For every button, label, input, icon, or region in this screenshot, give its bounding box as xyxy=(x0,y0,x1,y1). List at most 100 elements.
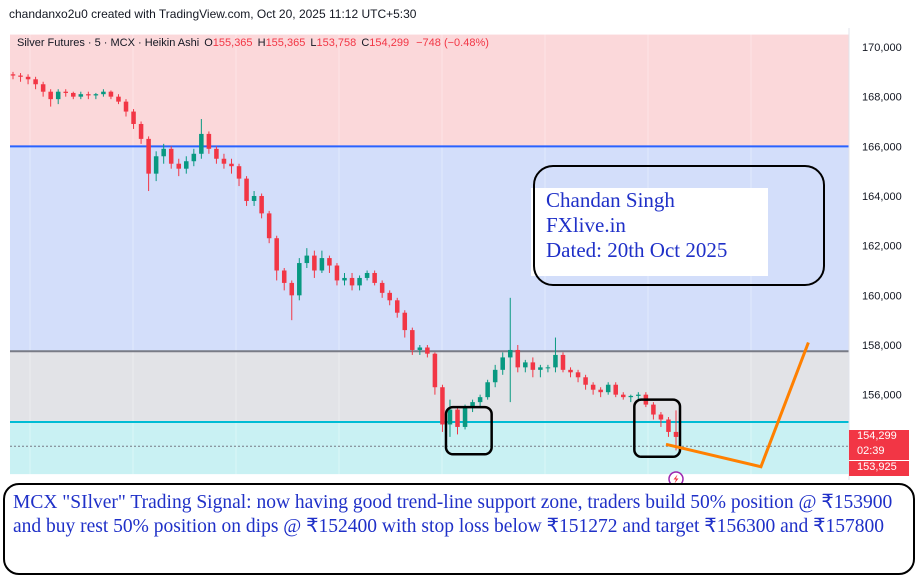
candle xyxy=(206,131,212,154)
candle-body xyxy=(357,277,362,286)
candle xyxy=(605,382,611,395)
candle xyxy=(387,290,392,306)
candle-body xyxy=(18,75,23,77)
candle-body xyxy=(116,96,121,102)
candle xyxy=(281,268,287,291)
y-tick-label: 162,000 xyxy=(862,241,902,253)
candle xyxy=(342,272,347,286)
author-note: Chandan Singh FXlive.in Dated: 20th Oct … xyxy=(531,188,768,276)
candle-body xyxy=(628,395,634,398)
candle-body xyxy=(191,153,197,162)
candle xyxy=(500,352,505,375)
y-tick-label: 158,000 xyxy=(862,340,902,352)
open-value: 155,365 xyxy=(212,37,253,49)
candle-body xyxy=(673,431,679,437)
candle xyxy=(191,148,197,167)
candle xyxy=(161,143,166,164)
candle xyxy=(236,163,242,187)
open-label: O xyxy=(204,37,213,49)
candle xyxy=(131,109,136,129)
candle-body xyxy=(327,258,332,266)
candle-body xyxy=(598,389,603,393)
candle xyxy=(402,310,408,338)
candle-body xyxy=(236,166,242,179)
candle xyxy=(507,297,513,403)
candle xyxy=(628,394,634,403)
candle xyxy=(553,337,558,373)
candle xyxy=(33,76,38,90)
candle-body xyxy=(507,349,513,358)
candle xyxy=(327,255,332,273)
low-label: L xyxy=(310,37,317,49)
candle xyxy=(651,402,656,420)
candle-body xyxy=(447,409,453,425)
candle-body xyxy=(10,74,16,76)
candle xyxy=(621,392,626,400)
candle-body xyxy=(334,265,340,281)
candle xyxy=(108,90,114,100)
candle-body xyxy=(583,377,588,385)
chart-credit: chandanxo2u0 created with TradingView.co… xyxy=(9,7,417,21)
candle-body xyxy=(651,404,656,415)
candle-body xyxy=(613,384,618,395)
candle-body xyxy=(312,255,317,271)
candle xyxy=(221,153,227,169)
candle-body xyxy=(342,277,347,281)
price-axis: 156,000 158,000 160,000 162,000 164,000 166,0… xyxy=(848,28,902,480)
candle xyxy=(583,374,588,390)
candle xyxy=(244,176,249,206)
candle xyxy=(55,89,61,105)
candle-body xyxy=(545,367,551,369)
candle xyxy=(425,345,430,358)
candle-body xyxy=(266,213,272,239)
candle-body xyxy=(274,238,279,271)
note-frame xyxy=(533,165,825,286)
candle xyxy=(636,392,641,400)
candle xyxy=(394,297,400,318)
candle xyxy=(560,352,566,373)
candle-body xyxy=(590,384,596,390)
candle xyxy=(176,158,182,177)
candle-body xyxy=(349,277,355,286)
candle xyxy=(598,387,603,398)
candle-body xyxy=(297,263,302,296)
symbol-name: Silver Futures · 5 · MCX · Heikin Ashi xyxy=(17,37,200,49)
y-tick-label: 168,000 xyxy=(862,92,902,104)
close-label: C xyxy=(361,37,370,49)
candle-body xyxy=(500,357,505,370)
candle-body xyxy=(176,163,182,169)
candle xyxy=(417,345,423,355)
candle-body xyxy=(666,419,671,432)
zone-2 xyxy=(10,351,849,422)
candle xyxy=(568,367,573,378)
candle xyxy=(10,71,16,80)
signal-frame xyxy=(3,483,915,575)
candle-body xyxy=(568,369,573,373)
candle-body xyxy=(48,91,53,100)
candle-body xyxy=(560,354,566,370)
y-tick-label: 170,000 xyxy=(862,42,902,54)
author-site: FXlive.in xyxy=(546,213,626,237)
price-zones xyxy=(10,34,849,475)
candle-body xyxy=(221,158,227,164)
candle-body xyxy=(379,282,385,293)
candle xyxy=(530,357,536,378)
candle xyxy=(101,89,106,97)
candle-body xyxy=(281,270,287,283)
candle xyxy=(523,359,528,373)
last-price-badge: 154,299 xyxy=(849,430,909,445)
candle-body xyxy=(55,91,61,100)
candle-body xyxy=(63,91,68,93)
candle-body xyxy=(492,369,498,383)
projection-line xyxy=(665,341,810,469)
candle-body xyxy=(161,148,166,157)
candle-body xyxy=(440,387,445,425)
candle-body xyxy=(168,148,174,164)
candle xyxy=(575,369,581,383)
candle xyxy=(93,92,99,100)
y-tick-label: 164,000 xyxy=(862,191,902,203)
high-value: 155,365 xyxy=(265,37,306,49)
y-tick-label: 166,000 xyxy=(862,141,902,153)
candle xyxy=(440,384,445,432)
